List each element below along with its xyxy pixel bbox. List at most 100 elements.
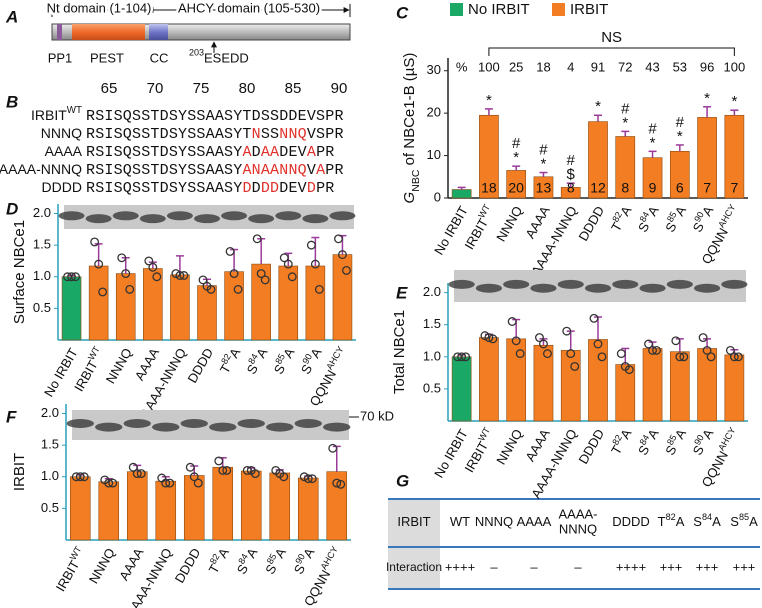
data-point — [252, 234, 262, 244]
data-point — [279, 472, 289, 482]
label-part: AAAA-NNNQ — [0, 161, 82, 177]
y-axis-label: Total NBCe1 — [391, 310, 408, 394]
blot-band — [612, 279, 639, 289]
label-part: 85 — [739, 512, 749, 522]
label-part: ANAANNQ — [242, 162, 306, 179]
label-part: A — [676, 514, 685, 529]
data-point — [90, 237, 100, 247]
data-point — [306, 240, 316, 250]
data-point — [256, 269, 266, 279]
blot-band — [248, 214, 275, 224]
label-part: A — [749, 514, 758, 529]
label-part: IRBIT — [397, 514, 430, 529]
label-part: PR — [316, 144, 334, 161]
significance: * — [704, 90, 710, 107]
table-header: T82A — [658, 512, 685, 529]
x-tick-label: S85A — [661, 425, 690, 458]
label-part: WT — [477, 425, 493, 443]
label-part: SS — [261, 126, 279, 143]
label-part: S — [730, 514, 739, 529]
label-part: G — [401, 191, 418, 203]
data-point — [507, 317, 517, 326]
label-part: WT — [477, 202, 493, 220]
blot-band — [193, 214, 221, 224]
percent-label: 91 — [591, 59, 605, 74]
bracket-label: NS — [601, 29, 622, 46]
bar — [305, 265, 326, 341]
data-point — [702, 345, 712, 355]
label-part: 82 — [666, 512, 676, 522]
legend-swatch — [450, 3, 463, 16]
blot-band — [302, 214, 329, 224]
bar — [88, 265, 109, 341]
count-label: 8 — [567, 180, 575, 196]
table-header: IRBIT — [397, 514, 430, 529]
data-point — [218, 465, 228, 475]
label-part: NNNQ — [475, 514, 513, 529]
count-label: 7 — [730, 180, 738, 196]
data-point — [679, 352, 689, 362]
panel-a: A Nt domain (1-104) AHCY domain (105-530… — [5, 0, 351, 65]
count-label: 12 — [590, 180, 606, 196]
table-cell: ++++ — [445, 559, 475, 574]
x-tick-label: NNNQ — [86, 546, 118, 587]
label-part: D — [307, 180, 316, 197]
label-part: 82 — [611, 433, 625, 447]
data-point — [342, 265, 351, 275]
legend-swatch — [552, 3, 565, 16]
x-tick-label: S90A — [289, 544, 318, 577]
percent-label: 25 — [509, 59, 523, 74]
bar — [251, 263, 271, 341]
panel-letter: D — [6, 199, 18, 218]
blot-band — [180, 419, 208, 428]
bar — [155, 480, 177, 541]
blot-band — [666, 279, 693, 289]
panel-g: G — [388, 471, 760, 590]
label-part: WT — [67, 105, 82, 116]
data-point — [260, 275, 270, 285]
data-point — [543, 349, 552, 359]
x-tick-label: S85A — [261, 544, 290, 577]
region-label: PEST — [90, 50, 124, 65]
label-part: 82 — [208, 552, 222, 566]
data-point — [675, 352, 685, 362]
x-tick-label: T82A — [607, 425, 635, 457]
count-label: 20 — [508, 180, 524, 196]
panel-letter: G — [396, 471, 409, 490]
x-tick-label: S84A — [242, 344, 271, 377]
data-point — [671, 336, 681, 346]
data-point — [328, 443, 338, 453]
data-point — [511, 336, 521, 346]
bar — [126, 471, 148, 541]
label-part: 90 — [294, 552, 308, 566]
data-point — [484, 333, 494, 343]
label-part: NNNQ — [86, 546, 118, 587]
label-part: V — [307, 162, 316, 179]
blot-band — [584, 283, 612, 293]
label-part: of NBCe1-B (µS) — [401, 53, 418, 170]
significance: # — [676, 114, 685, 131]
data-point — [562, 326, 572, 336]
data-point — [535, 333, 544, 343]
y-tick-label: 1.5 — [33, 237, 51, 252]
data-point — [198, 275, 208, 285]
table-header: S85A — [730, 512, 758, 529]
blot-band — [123, 419, 151, 428]
x-tick-label: NNNQ — [494, 204, 526, 245]
percent-label: 43 — [645, 59, 659, 74]
label-part: AHCY — [319, 545, 340, 572]
region-label: PP1 — [48, 50, 73, 65]
label-part: 84 — [237, 552, 251, 566]
data-point — [233, 284, 243, 294]
panel-letter: C — [396, 3, 409, 22]
data-point — [303, 474, 313, 484]
data-point — [334, 234, 343, 244]
blot-band — [475, 283, 502, 293]
label-part: VSPR — [307, 126, 344, 143]
data-point — [206, 284, 216, 294]
table-cell: +++ — [696, 559, 719, 574]
data-point — [725, 345, 735, 355]
y-tick-label: 2.0 — [41, 405, 59, 420]
domain-label: Nt domain (1-104) — [47, 0, 152, 15]
